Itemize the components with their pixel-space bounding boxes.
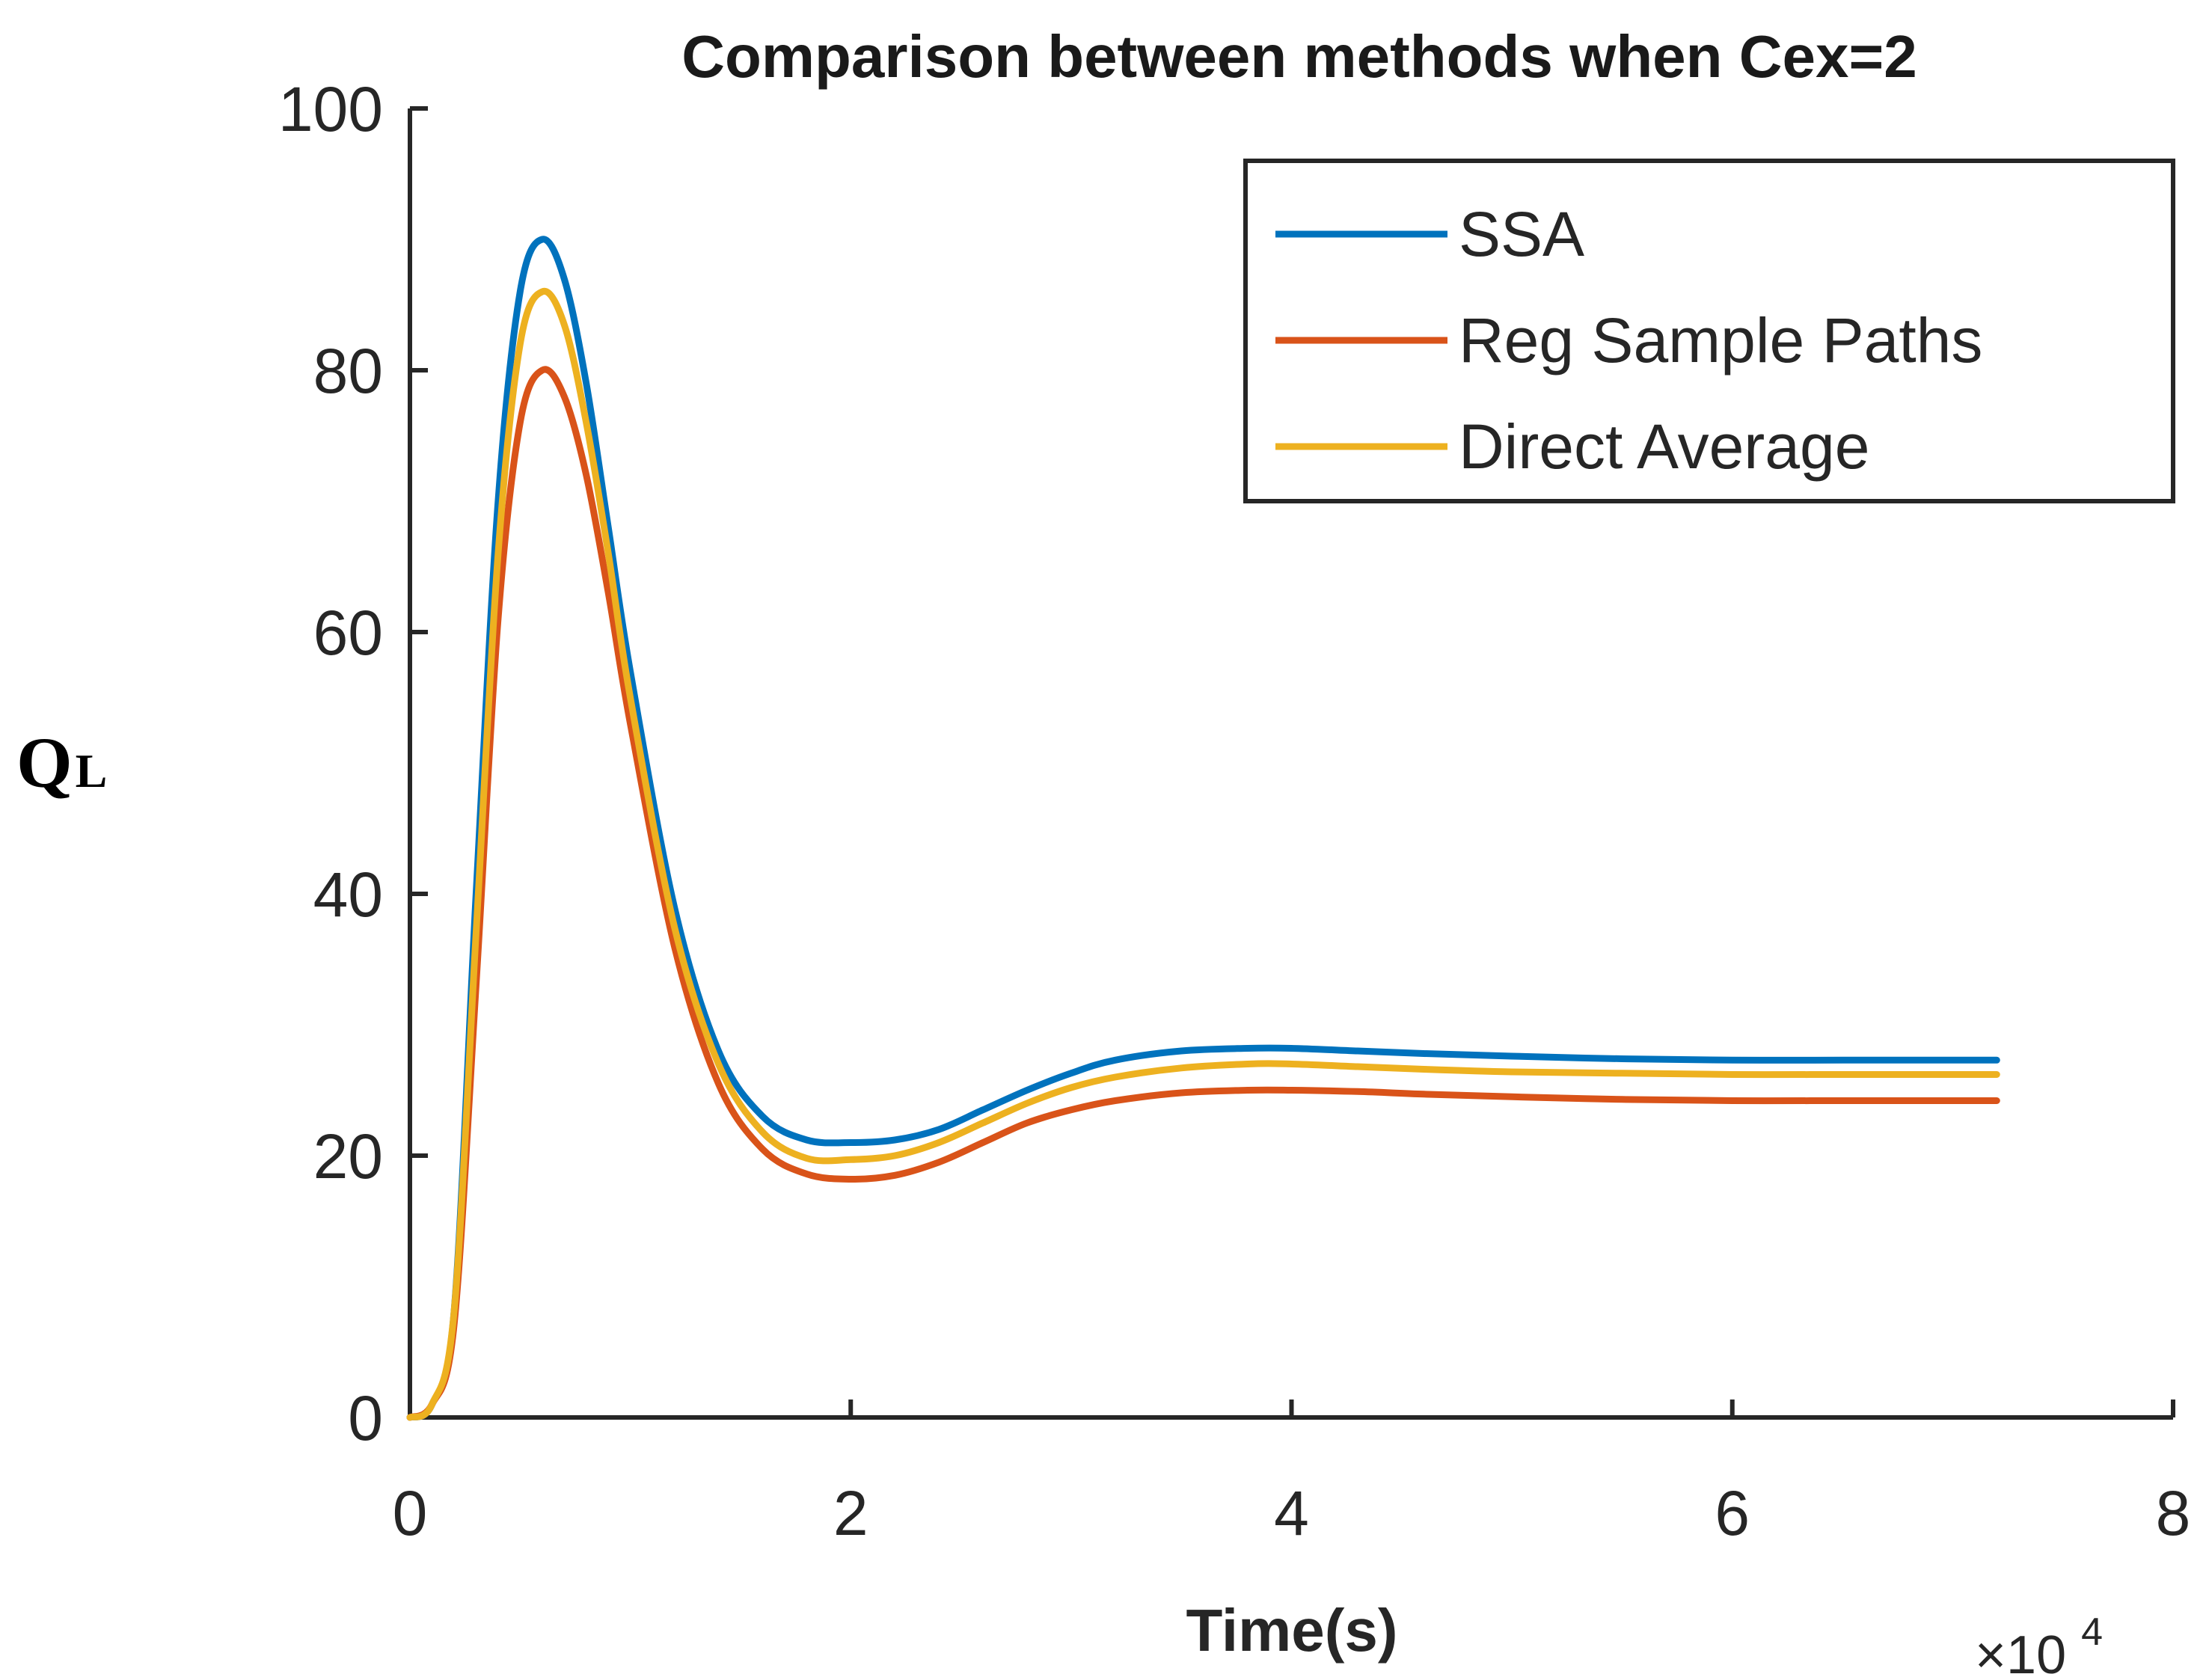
x-multiplier-exponent: 4 [2081,1610,2103,1654]
x-multiplier-base: ×10 [1975,1625,2066,1680]
legend: SSA Reg Sample Paths Direct Average [1243,159,2175,503]
y-tick-label: 0 [348,1383,383,1453]
y-ticks: 0 20 40 60 80 100 [278,74,428,1453]
legend-items: SSA Reg Sample Paths Direct Average [1275,199,1982,482]
x-tick-label: 8 [2156,1478,2191,1548]
chart-title: Comparison between methods when Cex=2 [681,23,1917,90]
legend-label-direct-average: Direct Average [1459,411,1869,482]
y-tick-label: 100 [278,74,383,144]
legend-label-ssa: SSA [1459,199,1584,269]
series-line-ssa [406,236,2000,1421]
y-axis-label: Q L [16,723,107,803]
y-tick-label: 20 [313,1121,383,1192]
x-axis-multiplier: ×10 4 [1975,1610,2103,1680]
y-axis-label-main: Q [16,723,73,803]
series-line-reg-sample-paths [406,366,2000,1421]
series-line-direct-average [406,287,2000,1421]
x-axis-label: Time(s) [1186,1597,1397,1664]
y-tick-label: 40 [313,859,383,930]
y-tick-label: 60 [313,598,383,668]
x-tick-label: 2 [833,1478,868,1548]
x-tick-label: 0 [393,1478,428,1548]
y-tick-label: 80 [313,336,383,406]
x-tick-label: 4 [1274,1478,1309,1548]
x-tick-label: 6 [1715,1478,1750,1548]
legend-label-reg-sample-paths: Reg Sample Paths [1459,305,1982,375]
y-axis-label-sub: L [76,744,108,797]
series-group [406,236,2000,1421]
